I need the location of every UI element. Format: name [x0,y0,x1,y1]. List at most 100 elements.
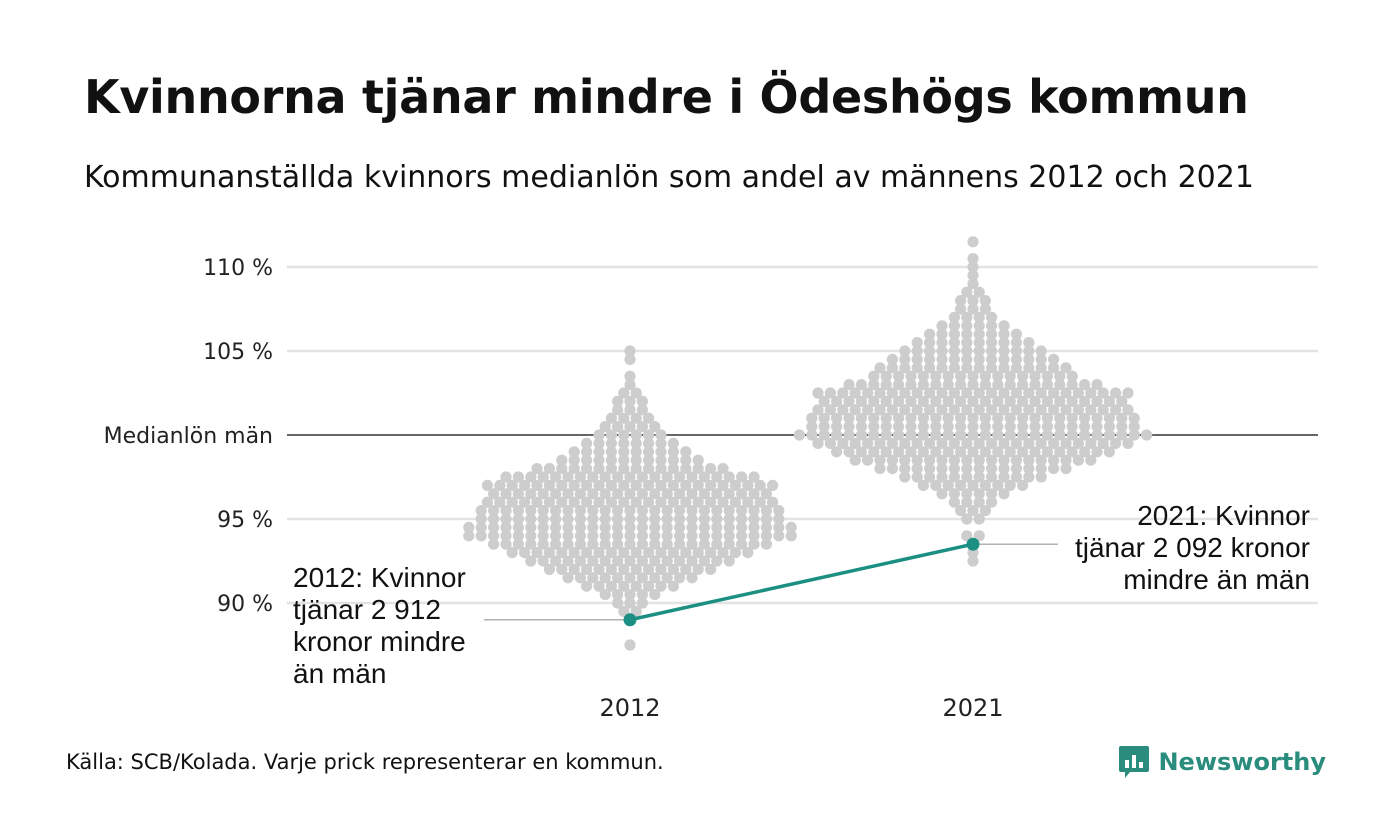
municipality-dot-2012 [475,513,487,525]
municipality-dot-2021 [917,479,930,491]
municipality-dot-2021 [1035,471,1047,483]
municipality-dot-2012 [655,547,667,559]
municipality-dot-2021 [917,379,930,391]
municipality-dot-2012 [767,479,779,491]
municipality-dot-2012 [692,463,704,475]
municipality-dot-2021 [924,437,936,449]
municipality-dot-2012 [568,547,580,559]
municipality-dot-2012 [705,563,717,576]
municipality-dot-2021 [930,395,942,407]
municipality-dot-2012 [736,538,748,550]
brand-name: Newsworthy [1158,748,1326,776]
municipality-dot-2021 [924,328,936,340]
municipality-dot-2012 [574,555,587,567]
municipality-dot-2021 [967,555,979,567]
municipality-dot-2012 [748,521,760,534]
municipality-dot-2012 [593,446,605,458]
municipality-dot-2012 [630,437,642,449]
municipality-dot-2021 [837,387,849,399]
municipality-dot-2012 [630,454,642,466]
municipality-dot-2012 [481,479,493,491]
municipality-dot-2012 [568,463,580,475]
municipality-dot-2012 [556,454,568,466]
municipality-dot-2012 [500,538,512,550]
municipality-dot-2021 [874,463,886,475]
municipality-dot-2012 [500,513,512,525]
municipality-dot-2021 [942,370,954,382]
municipality-dot-2012 [500,488,512,500]
municipality-dot-2021 [1103,412,1115,424]
municipality-dot-2021 [886,362,899,374]
municipality-dot-2021 [1110,387,1122,399]
x-tick-label: 2012 [599,694,660,722]
municipality-dot-2021 [812,437,824,449]
municipality-dot-2012 [686,530,698,542]
municipality-dot-2021 [998,320,1010,332]
municipality-dot-2021 [992,395,1004,407]
municipality-dot-2021 [1054,379,1066,391]
municipality-dot-2021 [1023,463,1035,475]
municipality-dot-2021 [1017,395,1029,407]
municipality-dot-2021 [831,429,843,441]
municipality-dot-2012 [543,479,556,491]
municipality-dot-2021 [998,488,1010,500]
municipality-dot-2021 [1048,362,1060,374]
municipality-dot-2012 [723,521,735,534]
municipality-dot-2021 [948,320,961,332]
municipality-dot-2021 [1010,328,1023,340]
municipality-dot-2012 [636,505,649,517]
municipality-dot-2021 [936,337,948,349]
municipality-dot-2012 [581,563,593,576]
municipality-dot-2021 [961,471,973,483]
municipality-dot-2021 [1010,353,1023,365]
municipality-dot-2012 [574,538,587,550]
municipality-dot-2021 [1060,404,1072,416]
municipality-dot-2012 [519,547,531,559]
municipality-dot-2012 [599,471,611,483]
municipality-dot-2021 [917,429,930,441]
municipality-dot-2021 [948,404,961,416]
municipality-dot-2021 [992,370,1004,382]
municipality-dot-2021 [880,370,892,382]
municipality-dot-2012 [537,538,549,550]
municipality-dot-2021 [961,488,973,500]
municipality-dot-2021 [1122,404,1134,416]
municipality-dot-2021 [793,429,806,441]
municipality-dot-2021 [1072,404,1084,416]
municipality-dot-2012 [531,479,543,491]
municipality-dot-2012 [587,555,599,567]
municipality-dot-2021 [837,437,849,449]
municipality-dot-2021 [831,446,843,458]
municipality-dot-2021 [998,454,1010,466]
municipality-dot-2021 [948,345,961,357]
municipality-dot-2012 [599,538,611,550]
municipality-dot-2012 [736,471,748,483]
municipality-dot-2012 [488,505,500,517]
municipality-dot-2012 [674,505,686,517]
municipality-dot-2021 [986,311,998,323]
municipality-dot-2012 [562,555,574,567]
municipality-dot-2012 [736,513,748,525]
municipality-dot-2021 [880,379,892,391]
municipality-dot-2021 [936,320,948,332]
municipality-dot-2012 [581,580,593,592]
municipality-dot-2021 [880,429,892,441]
municipality-dot-2021 [1085,404,1097,416]
municipality-dot-2012 [593,463,605,475]
municipality-dot-2012 [581,496,593,508]
municipality-dot-2012 [593,437,605,449]
municipality-dot-2021 [899,454,911,466]
municipality-dot-2021 [1035,463,1047,475]
municipality-dot-2012 [612,505,624,517]
municipality-dot-2012 [636,597,649,609]
municipality-dot-2012 [630,547,642,559]
municipality-dot-2021 [979,370,992,382]
municipality-dot-2012 [618,463,630,475]
municipality-dot-2021 [893,429,905,441]
municipality-dot-2021 [899,362,911,374]
municipality-dot-2021 [1091,379,1103,391]
municipality-dot-2021 [961,437,973,449]
municipality-dot-2021 [893,421,905,433]
municipality-dot-2012 [531,463,543,475]
